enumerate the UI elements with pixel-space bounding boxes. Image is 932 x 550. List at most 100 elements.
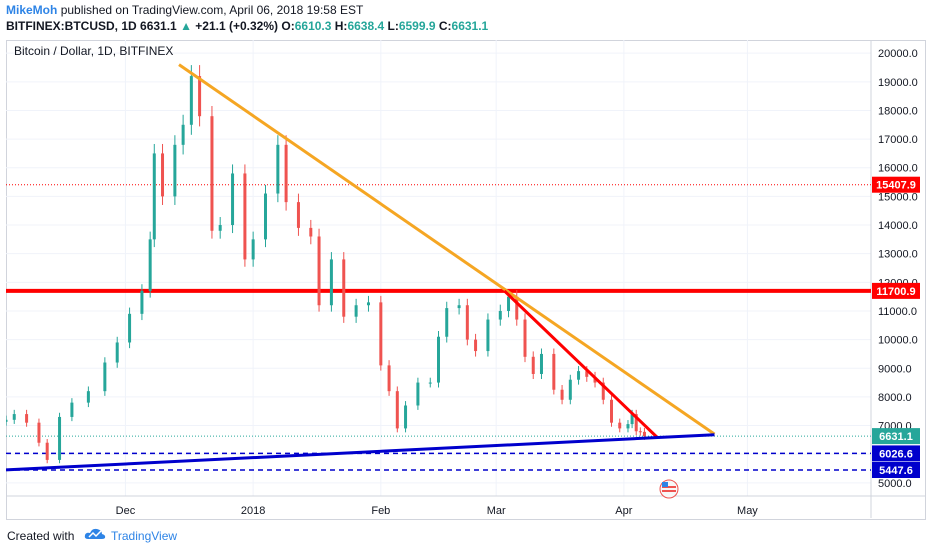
candle-body <box>70 402 74 417</box>
candle-body <box>366 302 370 306</box>
price-label-bg <box>872 428 920 445</box>
open-value: 6610.3 <box>294 19 332 33</box>
published-text: published on TradingView.com, April 06, … <box>60 3 364 17</box>
candle-body <box>148 239 152 291</box>
price-tick-label: 16000.0 <box>878 163 918 175</box>
candle-body <box>152 153 156 240</box>
candle-body <box>618 422 622 429</box>
orange-trendline <box>178 63 716 436</box>
low-value: 6599.9 <box>398 19 436 33</box>
price-tick-label: 5000.0 <box>878 478 912 490</box>
price-chart[interactable]: Bitcoin / Dollar, 1D, BITFINEX 5000.0600… <box>6 40 926 520</box>
price-label-bg <box>872 176 920 193</box>
chart-title: Bitcoin / Dollar, 1D, BITFINEX <box>14 44 173 58</box>
candle-body <box>437 336 440 383</box>
candle-body <box>626 424 630 429</box>
candle-body <box>264 193 267 240</box>
price-label: 6026.6 <box>879 448 913 460</box>
high-value: 6638.4 <box>347 19 385 33</box>
tradingview-cloud-icon <box>84 528 106 539</box>
candle-body <box>523 319 527 357</box>
candle-body <box>210 116 214 231</box>
candle-body <box>231 173 235 226</box>
candles <box>6 65 646 464</box>
author-link[interactable]: MikeMoh <box>6 3 58 17</box>
time-tick-label: Feb <box>371 505 390 517</box>
candle-body <box>37 422 41 443</box>
price-tick-label: 19000.0 <box>878 77 918 89</box>
candle-body <box>634 414 638 432</box>
price-tick-label: 17000.0 <box>878 134 918 146</box>
price-label: 5447.6 <box>879 465 913 477</box>
candle-body <box>465 305 469 340</box>
price-tick-label: 18000.0 <box>878 105 918 117</box>
price-label-bg <box>872 462 920 479</box>
candle-body <box>6 419 8 422</box>
blue-trendline <box>6 433 715 472</box>
low-label: L: <box>387 19 399 33</box>
tradingview-brand-link[interactable]: TradingView <box>111 529 178 543</box>
flag-icon[interactable] <box>659 479 679 499</box>
candle-body <box>638 431 642 433</box>
candle-body <box>103 362 107 392</box>
time-tick-label: Apr <box>615 505 632 517</box>
candle-body <box>515 296 519 320</box>
price-label-bg <box>872 282 920 299</box>
candle-body <box>428 382 432 384</box>
candle-body <box>189 76 193 125</box>
candle-body <box>560 389 564 400</box>
red-trendline <box>503 289 658 439</box>
candle-body <box>585 371 589 377</box>
candle-body <box>445 308 449 337</box>
price-axis: 5000.06000.07000.08000.09000.010000.0110… <box>878 48 918 490</box>
change-up-icon: ▲ <box>180 19 192 33</box>
candle-body <box>161 153 165 197</box>
price-tick-label: 20000.0 <box>878 48 918 60</box>
candle-body <box>218 225 222 231</box>
candle-body <box>45 442 49 460</box>
publish-line: MikeMoh published on TradingView.com, Ap… <box>6 3 363 17</box>
footer: Created with TradingView <box>0 520 932 550</box>
candle-body <box>474 339 478 352</box>
candle-body <box>128 313 132 343</box>
price-labels: 15407.9 11700.9 6631.1 6026.6 5447.6 <box>872 176 920 479</box>
candle-body <box>58 416 62 460</box>
chart-header: MikeMoh published on TradingView.com, Ap… <box>0 0 932 40</box>
price-tick-label: 9000.0 <box>878 363 912 375</box>
candle-body <box>642 431 646 437</box>
candle-body <box>507 296 511 311</box>
price-label: 6631.1 <box>879 431 913 443</box>
high-label: H: <box>334 19 348 33</box>
candle-body <box>284 144 288 203</box>
candle-body <box>539 353 543 374</box>
candle-body <box>630 414 634 425</box>
price-label-bg <box>872 445 920 462</box>
candle-body <box>395 391 399 429</box>
candle-body <box>416 382 420 406</box>
change-value: +21.1 (+0.32%) <box>195 19 279 33</box>
candle-body <box>198 76 202 117</box>
time-tick-label: Dec <box>116 505 136 517</box>
close-label: C: <box>438 19 452 33</box>
time-tick-label: May <box>737 505 758 517</box>
candle-body <box>568 379 572 400</box>
price-tick-label: 10000.0 <box>878 335 918 347</box>
close-value: 6631.1 <box>451 19 489 33</box>
candle-body <box>115 342 119 363</box>
candle-body <box>276 144 280 194</box>
price-tick-label: 15000.0 <box>878 191 918 203</box>
price-tick-label: 8000.0 <box>878 392 912 404</box>
symbol-label: BITFINEX:BTCUSD, 1D <box>6 19 137 33</box>
candle-body <box>329 259 333 306</box>
price-tick-label: 14000.0 <box>878 220 918 232</box>
candle-body <box>317 236 321 306</box>
price-label: 15407.9 <box>876 180 916 192</box>
ohlc-line: BITFINEX:BTCUSD, 1D 6631.1 ▲ +21.1 (+0.3… <box>6 19 488 33</box>
price-tick-label: 11000.0 <box>878 306 917 318</box>
candle-body <box>610 399 613 423</box>
last-price: 6631.1 <box>140 19 177 33</box>
candle-body <box>387 365 391 392</box>
candle-body <box>12 414 16 420</box>
candle-body <box>25 414 29 423</box>
time-tick-label: 2018 <box>241 505 265 517</box>
